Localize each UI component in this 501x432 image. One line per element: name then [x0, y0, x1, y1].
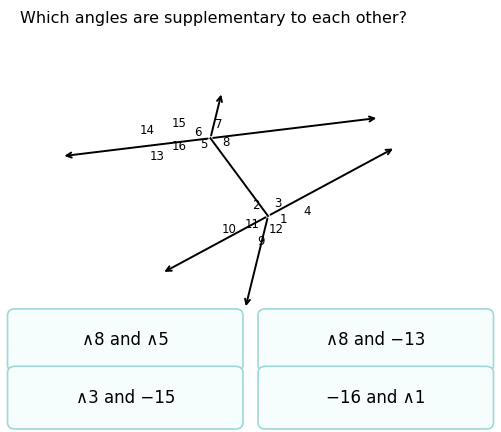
Text: 1: 1 — [280, 213, 287, 226]
Text: 13: 13 — [150, 150, 164, 163]
Text: 5: 5 — [200, 138, 208, 151]
Text: 7: 7 — [215, 118, 222, 131]
Text: 2: 2 — [252, 199, 259, 212]
Text: Which angles are supplementary to each other?: Which angles are supplementary to each o… — [20, 11, 407, 26]
FancyBboxPatch shape — [8, 309, 243, 372]
Text: 9: 9 — [258, 235, 265, 248]
Text: 4: 4 — [304, 205, 311, 218]
Text: 3: 3 — [274, 197, 282, 210]
Text: ∧8 and −13: ∧8 and −13 — [326, 331, 425, 349]
Text: ∧8 and ∧5: ∧8 and ∧5 — [82, 331, 169, 349]
Text: 16: 16 — [172, 140, 187, 153]
FancyBboxPatch shape — [258, 309, 493, 372]
Text: 12: 12 — [268, 223, 283, 236]
Text: ∧3 and −15: ∧3 and −15 — [76, 389, 175, 407]
FancyBboxPatch shape — [258, 366, 493, 429]
Text: 14: 14 — [140, 124, 155, 137]
Text: 11: 11 — [245, 218, 260, 231]
FancyBboxPatch shape — [8, 366, 243, 429]
Text: 15: 15 — [172, 117, 187, 130]
Text: 6: 6 — [194, 126, 201, 139]
Text: −16 and ∧1: −16 and ∧1 — [326, 389, 425, 407]
Text: 8: 8 — [222, 136, 229, 149]
Text: 10: 10 — [221, 223, 236, 236]
